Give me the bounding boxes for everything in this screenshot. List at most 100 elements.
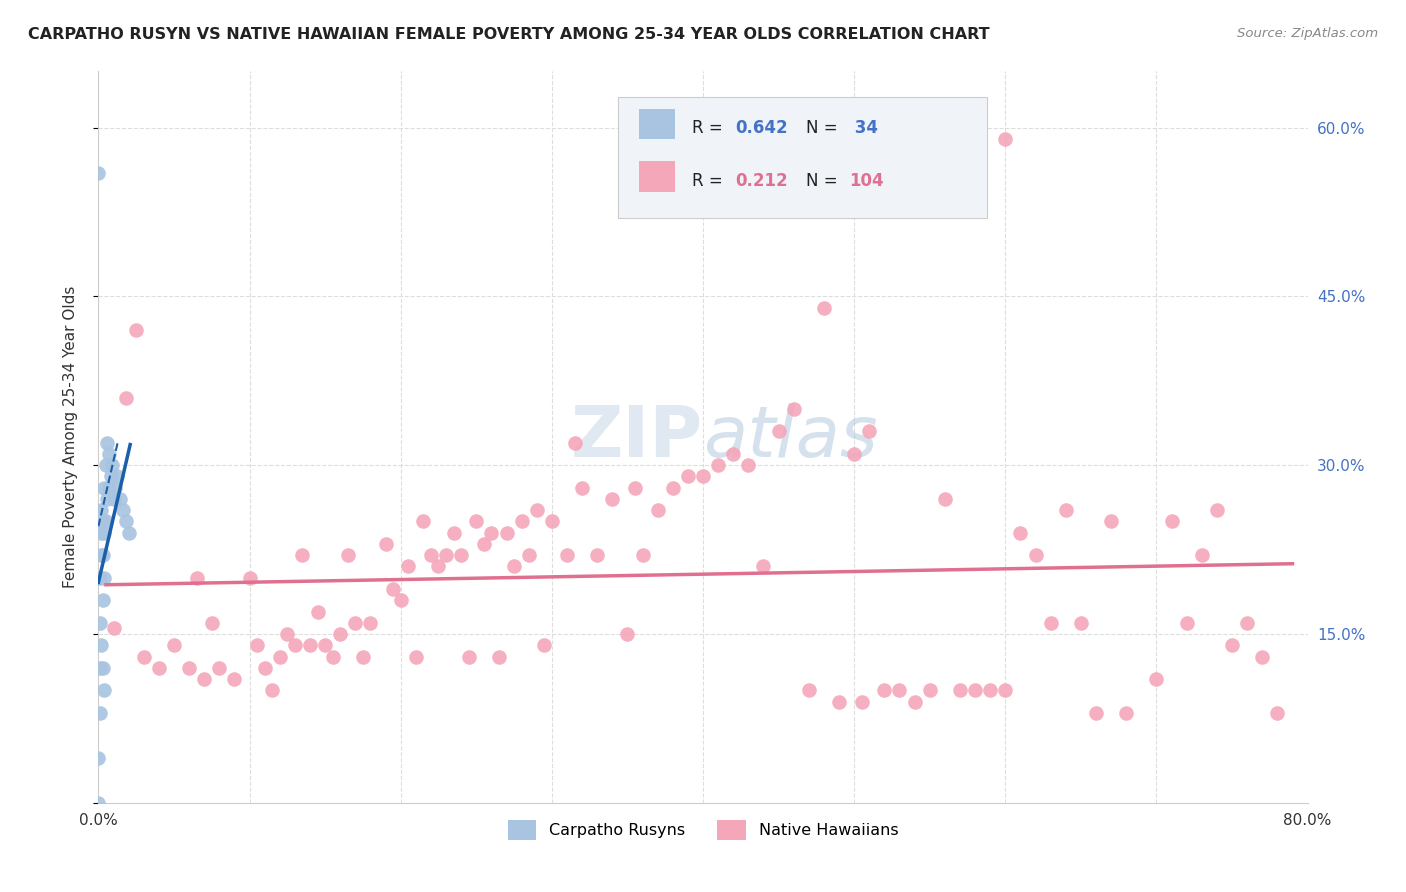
Point: [427, 559, 450, 574]
Point: [707, 458, 730, 473]
Point: [89, 706, 111, 720]
Point: [858, 425, 880, 439]
Point: [844, 166, 866, 180]
Point: [179, 661, 201, 675]
Point: [96, 435, 118, 450]
Point: [396, 559, 419, 574]
Point: [844, 447, 866, 461]
Point: [163, 638, 186, 652]
Text: 0.212: 0.212: [735, 172, 789, 190]
Point: [111, 503, 134, 517]
Point: [488, 649, 510, 664]
Text: atlas: atlas: [703, 402, 877, 472]
Bar: [638, 161, 675, 192]
Point: [526, 503, 548, 517]
Point: [752, 559, 775, 574]
Point: [661, 481, 683, 495]
Point: [434, 548, 457, 562]
Point: [105, 469, 128, 483]
Point: [91, 548, 114, 562]
Point: [412, 515, 434, 529]
Point: [979, 683, 1001, 698]
Point: [647, 503, 669, 517]
Point: [284, 638, 307, 652]
Point: [90, 503, 112, 517]
Point: [101, 458, 124, 473]
Point: [873, 683, 896, 698]
Point: [104, 481, 127, 495]
Text: N =: N =: [806, 120, 842, 137]
Point: [472, 537, 495, 551]
Point: [1070, 615, 1092, 630]
FancyBboxPatch shape: [619, 97, 987, 218]
Point: [239, 571, 262, 585]
Point: [1175, 615, 1198, 630]
Point: [299, 638, 322, 652]
Point: [291, 548, 314, 562]
Point: [586, 548, 609, 562]
Point: [737, 458, 759, 473]
Point: [89, 571, 111, 585]
Legend: Carpatho Rusyns, Native Hawaiians: Carpatho Rusyns, Native Hawaiians: [501, 814, 905, 846]
Point: [329, 627, 352, 641]
Point: [994, 132, 1017, 146]
Point: [132, 649, 155, 664]
Point: [465, 515, 488, 529]
Point: [918, 683, 941, 698]
Point: [208, 661, 231, 675]
Point: [100, 469, 122, 483]
Point: [1010, 525, 1032, 540]
Point: [450, 548, 472, 562]
Point: [495, 525, 517, 540]
Point: [201, 615, 224, 630]
Point: [94, 458, 117, 473]
Point: [934, 491, 956, 506]
Point: [246, 638, 269, 652]
Point: [540, 515, 562, 529]
Point: [148, 661, 170, 675]
Point: [1267, 706, 1289, 720]
Point: [360, 615, 382, 630]
Point: [1115, 706, 1137, 720]
Point: [94, 515, 117, 529]
Point: [103, 491, 125, 506]
Point: [517, 548, 540, 562]
Point: [90, 638, 112, 652]
Text: ZIP: ZIP: [571, 402, 703, 472]
Point: [108, 491, 131, 506]
Point: [1251, 649, 1274, 664]
Point: [87, 166, 110, 180]
Point: [1039, 615, 1062, 630]
Point: [87, 751, 110, 765]
Point: [443, 525, 465, 540]
Point: [631, 548, 654, 562]
Point: [253, 661, 276, 675]
Point: [114, 391, 136, 405]
Text: 0.642: 0.642: [735, 120, 789, 137]
Point: [374, 537, 396, 551]
Point: [314, 638, 336, 652]
Point: [90, 525, 112, 540]
Text: 34: 34: [849, 120, 879, 137]
Point: [389, 593, 412, 607]
Point: [797, 683, 820, 698]
Point: [322, 649, 344, 664]
Point: [783, 401, 806, 416]
Point: [89, 661, 111, 675]
Y-axis label: Female Poverty Among 25-34 Year Olds: Female Poverty Among 25-34 Year Olds: [63, 286, 77, 588]
Point: [571, 481, 593, 495]
Point: [382, 582, 405, 596]
Point: [813, 301, 835, 315]
Point: [344, 615, 367, 630]
Point: [103, 621, 125, 635]
Point: [676, 469, 699, 483]
Point: [114, 515, 136, 529]
Point: [1236, 615, 1258, 630]
Point: [91, 515, 114, 529]
Text: N =: N =: [806, 172, 842, 190]
Point: [828, 694, 851, 708]
Point: [118, 525, 141, 540]
Point: [965, 683, 987, 698]
Point: [90, 548, 112, 562]
Point: [276, 627, 298, 641]
